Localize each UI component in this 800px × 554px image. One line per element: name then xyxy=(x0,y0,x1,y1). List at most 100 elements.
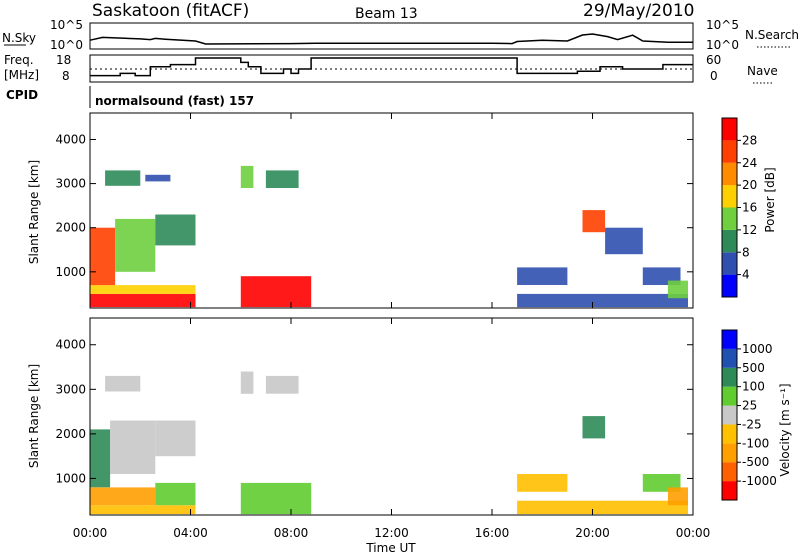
power-ytick-label-2: 3000 xyxy=(55,177,86,191)
power-region-5 xyxy=(105,170,141,186)
velocity-region-0 xyxy=(90,505,196,515)
nave-tick-bottom: 0 xyxy=(710,69,718,83)
velocity-colorbar-label-4: -25 xyxy=(742,417,762,431)
nave-tick-top: 60 xyxy=(706,53,721,67)
freq-unit-label: [MHz] xyxy=(4,68,39,82)
velocity-colorbar-label-5: -100 xyxy=(742,436,769,450)
velocity-y-axis-title: Slant Range [km] xyxy=(27,364,41,468)
nsearch-tick-top: 10^5 xyxy=(706,18,739,32)
cpid-panel: CPID normalsound (fast) 157 xyxy=(6,86,254,108)
velocity-colorbar-title: Velocity [m s⁻¹] xyxy=(778,383,792,476)
time-tick-label-4: 16:00 xyxy=(475,526,510,540)
time-tick-label-2: 08:00 xyxy=(274,526,309,540)
power-colorbar-label-2: 12 xyxy=(742,223,757,237)
velocity-ytick-label-2: 3000 xyxy=(55,382,86,396)
velocity-colorbar-swatch-0 xyxy=(722,481,737,500)
freq-label: Freq. xyxy=(4,53,34,67)
nsearch-tick-bottom: 10^0 xyxy=(706,38,739,52)
power-ytick-label-3: 4000 xyxy=(55,132,86,146)
nsky-series-line xyxy=(89,33,693,45)
power-y-axis-title: Slant Range [km] xyxy=(27,160,41,264)
power-region-7 xyxy=(240,276,312,308)
power-cells xyxy=(90,165,688,308)
velocity-colorbar-label-1: 500 xyxy=(742,361,765,375)
velocity-colorbar-swatch-3 xyxy=(722,424,737,444)
power-colorbar-swatch-3 xyxy=(722,207,737,230)
velocity-region-1 xyxy=(90,487,156,506)
station-title: Saskatoon (fitACF) xyxy=(92,1,249,21)
power-colorbar-swatch-1 xyxy=(722,252,737,275)
velocity-region-9 xyxy=(265,375,299,394)
velocity-colorbar-swatch-8 xyxy=(722,330,737,349)
power-colorbar-label-1: 8 xyxy=(742,245,750,259)
power-colorbar-swatch-5 xyxy=(722,162,737,186)
velocity-colorbar-swatch-6 xyxy=(722,367,737,387)
velocity-colorbar-label-2: 100 xyxy=(742,380,765,394)
freq-series-line xyxy=(90,57,693,77)
velocity-colorbar-frame xyxy=(721,329,738,501)
freq-tick-bottom: 8 xyxy=(62,69,70,83)
velocity-colorbar-label-6: -500 xyxy=(742,455,769,469)
power-colorbar: 4 8 12 16 20 24 28 xyxy=(721,117,757,298)
power-colorbar-label-3: 16 xyxy=(742,201,757,215)
power-colorbar-swatch-2 xyxy=(722,229,737,253)
power-region-0 xyxy=(90,293,196,308)
velocity-panel: 1000 2000 3000 4000 00:00 04:00 08:00 12:00 16:… xyxy=(27,317,792,540)
cpid-label: CPID xyxy=(6,88,38,102)
velocity-region-8 xyxy=(240,371,254,394)
velocity-region-4 xyxy=(110,420,156,474)
velocity-colorbar-swatch-5 xyxy=(722,386,737,406)
cpid-value: normalsound (fast) 157 xyxy=(95,94,254,108)
power-region-2 xyxy=(90,227,116,286)
time-tick-label-0: 00:00 xyxy=(73,526,108,540)
velocity-colorbar-swatch-4 xyxy=(722,405,737,425)
beam-title: Beam 13 xyxy=(355,6,418,22)
freq-tick-top: 18 xyxy=(56,53,71,67)
power-region-10 xyxy=(517,267,568,285)
velocity-region-13 xyxy=(642,474,681,492)
nsky-panel: N.Sky 10^5 10^0 10^5 10^0 N.Search xyxy=(2,18,799,52)
power-region-15 xyxy=(667,280,688,299)
velocity-colorbar-label-0: 1000 xyxy=(742,342,773,356)
power-ytick-label-0: 1000 xyxy=(55,265,86,279)
velocity-colorbar-label-3: 25 xyxy=(742,399,757,413)
date-title: 29/May/2010 xyxy=(583,1,695,21)
velocity-region-7 xyxy=(240,482,312,515)
power-region-13 xyxy=(605,227,643,255)
power-region-6 xyxy=(145,174,171,182)
velocity-region-10 xyxy=(517,474,568,492)
velocity-region-14 xyxy=(667,487,688,506)
nsky-frame xyxy=(89,22,694,50)
power-colorbar-label-0: 4 xyxy=(742,268,750,282)
power-panel: 1000 2000 3000 4000 Slant Range [km] 4 8 12 16… xyxy=(27,112,777,309)
power-colorbar-swatch-4 xyxy=(722,185,737,208)
velocity-colorbar-swatch-2 xyxy=(722,443,737,463)
velocity-region-6 xyxy=(105,375,141,392)
velocity-region-12 xyxy=(582,416,606,439)
time-tick-label-5: 20:00 xyxy=(575,526,610,540)
velocity-region-5 xyxy=(155,420,196,457)
nsky-tick-top: 10^5 xyxy=(50,18,83,32)
velocity-ytick-label-3: 4000 xyxy=(55,338,86,352)
velocity-region-2 xyxy=(155,482,196,506)
power-region-11 xyxy=(517,293,688,308)
velocity-region-3 xyxy=(90,429,111,488)
power-region-4 xyxy=(155,214,196,246)
velocity-ytick-label-1: 2000 xyxy=(55,427,86,441)
power-colorbar-label-6: 28 xyxy=(742,133,757,147)
time-tick-label-3: 12:00 xyxy=(374,526,409,540)
power-region-9 xyxy=(265,170,299,188)
power-colorbar-label-5: 24 xyxy=(742,156,757,170)
time-tick-label-6: 00:00 xyxy=(676,526,711,540)
time-tick-label-1: 04:00 xyxy=(173,526,208,540)
velocity-colorbar-label-7: -1000 xyxy=(742,474,777,488)
power-region-1 xyxy=(90,285,196,294)
power-colorbar-swatch-0 xyxy=(722,274,737,297)
velocity-colorbar-swatch-7 xyxy=(722,348,737,368)
power-region-8 xyxy=(240,165,254,188)
power-colorbar-swatch-7 xyxy=(722,118,737,141)
power-ytick-label-1: 2000 xyxy=(55,221,86,235)
velocity-ytick-label-0: 1000 xyxy=(55,471,86,485)
velocity-colorbar-swatch-1 xyxy=(722,462,737,482)
